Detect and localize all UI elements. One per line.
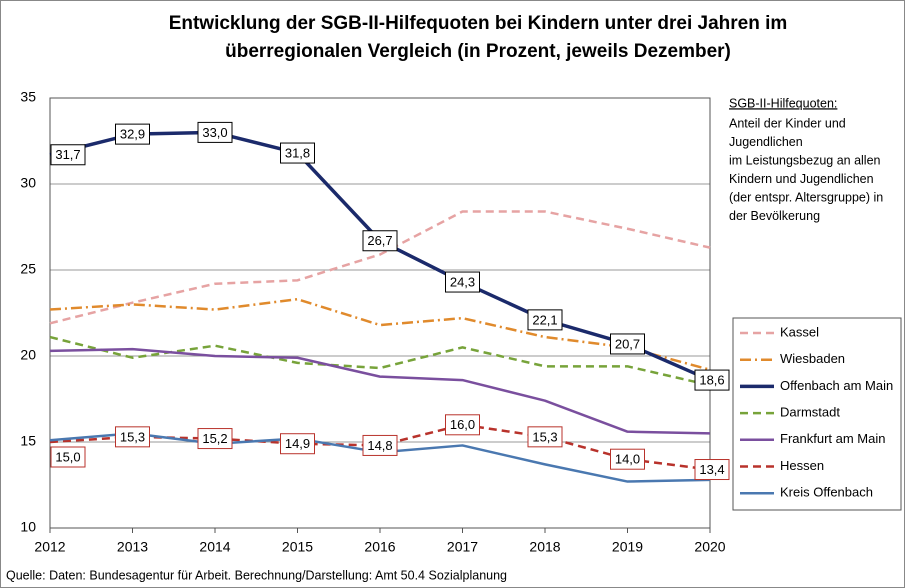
value-label-box <box>694 459 730 481</box>
annotation-line: der Bevölkerung <box>729 209 820 223</box>
value-label-box <box>527 309 563 331</box>
legend-label: Darmstadt <box>780 405 840 420</box>
annotation-heading: SGB-II-Hilfequoten: <box>729 96 837 110</box>
value-label: 22,1 <box>532 312 557 327</box>
x-tick-label: 2017 <box>447 539 478 555</box>
value-label: 15,3 <box>120 429 145 444</box>
value-label-box <box>445 414 480 436</box>
value-label: 14,0 <box>615 452 640 467</box>
legend-label: Frankfurt am Main <box>780 431 885 446</box>
value-label: 14,8 <box>367 438 392 453</box>
legend-label: Kreis Offenbach <box>780 485 873 500</box>
value-label-box <box>280 433 315 455</box>
y-tick-label: 30 <box>20 175 36 191</box>
chart-title: Entwicklung der SGB-II-Hilfequoten bei K… <box>169 13 788 34</box>
legend-label: Wiesbaden <box>780 351 845 366</box>
value-label: 18,6 <box>699 373 724 388</box>
value-label: 15,2 <box>202 431 227 446</box>
x-tick-label: 2012 <box>34 539 65 555</box>
value-label: 24,3 <box>450 274 475 289</box>
x-tick-label: 2020 <box>694 539 725 555</box>
value-label: 31,8 <box>285 145 310 160</box>
legend-label: Offenbach am Main <box>780 378 893 393</box>
x-tick-label: 2014 <box>199 539 230 555</box>
plot-border <box>49 97 711 529</box>
value-label-box <box>115 426 150 448</box>
value-label-box <box>197 121 233 143</box>
value-label: 26,7 <box>367 233 392 248</box>
value-label-box <box>610 333 645 355</box>
y-tick-label: 35 <box>20 89 36 105</box>
value-label-box <box>362 230 398 252</box>
value-label-box <box>445 271 480 293</box>
legend-label: Hessen <box>780 458 824 473</box>
value-label-box <box>527 426 563 448</box>
chart-title: überregionalen Vergleich (in Prozent, je… <box>225 41 731 62</box>
x-tick-label: 2013 <box>117 539 148 555</box>
y-tick-label: 25 <box>20 261 36 277</box>
y-tick-label: 15 <box>20 433 36 449</box>
series-line <box>49 335 711 387</box>
value-label-box <box>115 123 150 145</box>
value-label: 16,0 <box>450 417 475 432</box>
value-label-box <box>610 448 645 470</box>
series-line <box>49 297 711 371</box>
x-tick-label: 2015 <box>282 539 313 555</box>
annotation-line: Kindern und Jugendlichen <box>729 172 874 186</box>
value-label: 32,9 <box>120 127 145 142</box>
value-label: 15,3 <box>532 429 557 444</box>
value-label: 20,7 <box>615 336 640 351</box>
series-line <box>49 347 711 435</box>
y-tick-label: 10 <box>20 519 36 535</box>
annotation-line: im Leistungsbezug an allen <box>729 153 881 167</box>
series-line <box>49 210 711 325</box>
value-label: 33,0 <box>202 125 227 140</box>
annotation-line: Anteil der Kinder und <box>729 116 846 130</box>
source: Quelle: Daten: Bundesagentur für Arbeit.… <box>6 568 507 582</box>
x-tick-label: 2019 <box>612 539 643 555</box>
x-tick-label: 2018 <box>529 539 560 555</box>
value-label: 15,0 <box>55 449 80 464</box>
value-label-box <box>280 142 315 164</box>
value-label: 13,4 <box>699 462 724 477</box>
x-tick-label: 2016 <box>364 539 395 555</box>
value-label-box <box>694 369 730 391</box>
value-label-box <box>197 428 233 450</box>
value-label: 14,9 <box>285 436 310 451</box>
value-label-box <box>362 434 398 456</box>
legend-label: Kassel <box>780 324 819 339</box>
value-label: 31,7 <box>55 147 80 162</box>
annotation-line: Jugendlichen <box>729 135 803 149</box>
value-label-box <box>50 446 86 468</box>
y-tick-label: 20 <box>20 347 36 363</box>
value-label-box <box>50 144 86 166</box>
annotation-line: (der entspr. Altersgruppe) in <box>729 190 883 204</box>
